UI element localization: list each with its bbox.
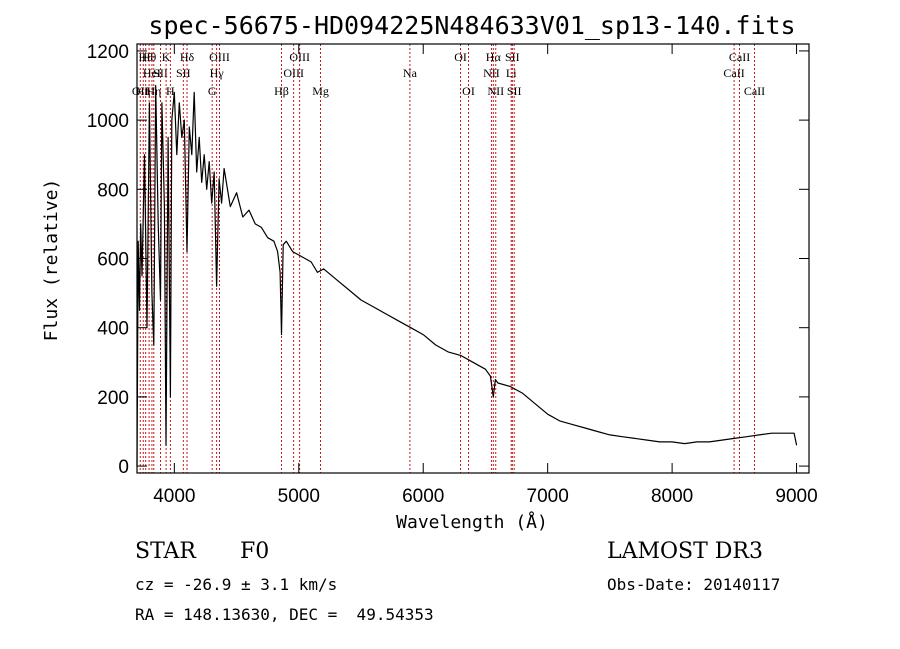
marker-label-13: OIII xyxy=(209,50,230,64)
y-tick-label-0: 0 xyxy=(118,457,129,478)
y-tick-label-2: 400 xyxy=(97,319,129,340)
x-tick-label-4: 8000 xyxy=(651,486,693,507)
marker-label-4: HeI xyxy=(143,66,161,80)
redshift-velocity: cz = -26.9 ± 3.1 km/s xyxy=(135,575,338,594)
y-tick-label-1: 200 xyxy=(97,388,129,409)
x-axis-label: Wavelength (Å) xyxy=(396,511,548,533)
chart-title: spec-56675-HD094225N484633V01_sp13-140.f… xyxy=(148,11,795,40)
x-tick-label-2: 6000 xyxy=(402,486,444,507)
marker-label-17: Mg xyxy=(312,84,329,98)
marker-label-27: CaII xyxy=(723,66,744,80)
marker-label-21: NII xyxy=(483,66,500,80)
marker-label-9: SII xyxy=(176,66,191,80)
x-tick-label-1: 5000 xyxy=(278,486,320,507)
object-class: STAR xyxy=(135,539,196,564)
marker-label-7: K xyxy=(162,50,171,64)
marker-label-15: OIII xyxy=(283,66,304,80)
object-subclass: F0 xyxy=(240,539,270,564)
marker-label-26: SII xyxy=(507,84,522,98)
marker-label-11: G xyxy=(208,84,217,98)
marker-label-20: OI xyxy=(462,84,475,98)
marker-label-25: SII xyxy=(505,50,520,64)
marker-label-3: Hθ xyxy=(142,50,157,64)
marker-label-10: Hδ xyxy=(180,50,195,64)
coordinates: RA = 148.13630, DEC = 49.54353 xyxy=(135,605,434,624)
marker-label-0: OII xyxy=(132,84,149,98)
y-axis-label: Flux (relative) xyxy=(41,179,62,342)
line-markers: OIIHηHθHθHeIHηSIIKHSIIHδGHγOIIIHβOIIIOII… xyxy=(132,44,765,473)
marker-label-22: Hα xyxy=(486,50,502,64)
marker-label-23: NII xyxy=(487,84,504,98)
x-tick-label-0: 4000 xyxy=(153,486,195,507)
marker-label-29: CaII xyxy=(744,84,765,98)
marker-label-19: OI xyxy=(454,50,467,64)
survey-name: LAMOST DR3 xyxy=(607,539,763,564)
marker-label-28: CaII xyxy=(729,50,750,64)
spectrum-line xyxy=(136,84,798,467)
marker-label-18: Na xyxy=(403,66,418,80)
marker-label-1: Hη xyxy=(136,84,151,98)
y-tick-label-3: 600 xyxy=(97,250,129,271)
x-tick-label-3: 7000 xyxy=(527,486,569,507)
observation-date: Obs-Date: 20140117 xyxy=(607,575,781,594)
marker-label-12: Hγ xyxy=(210,66,225,80)
plot-frame xyxy=(136,43,810,474)
marker-label-5: Hη xyxy=(146,84,161,98)
axis-ticks: 4000 5000 6000 7000 8000 9000 0 200 400 600 800 100… xyxy=(87,42,818,507)
marker-label-16: OIII xyxy=(289,50,310,64)
marker-label-6: SII xyxy=(153,66,168,80)
marker-label-14: Hβ xyxy=(274,84,289,98)
y-tick-label-6: 1200 xyxy=(87,42,129,63)
x-tick-label-5: 9000 xyxy=(775,486,817,507)
y-tick-label-5: 1000 xyxy=(87,111,129,132)
y-tick-label-4: 800 xyxy=(97,180,129,201)
marker-label-8: H xyxy=(166,84,175,98)
marker-label-24: Li xyxy=(506,66,517,80)
